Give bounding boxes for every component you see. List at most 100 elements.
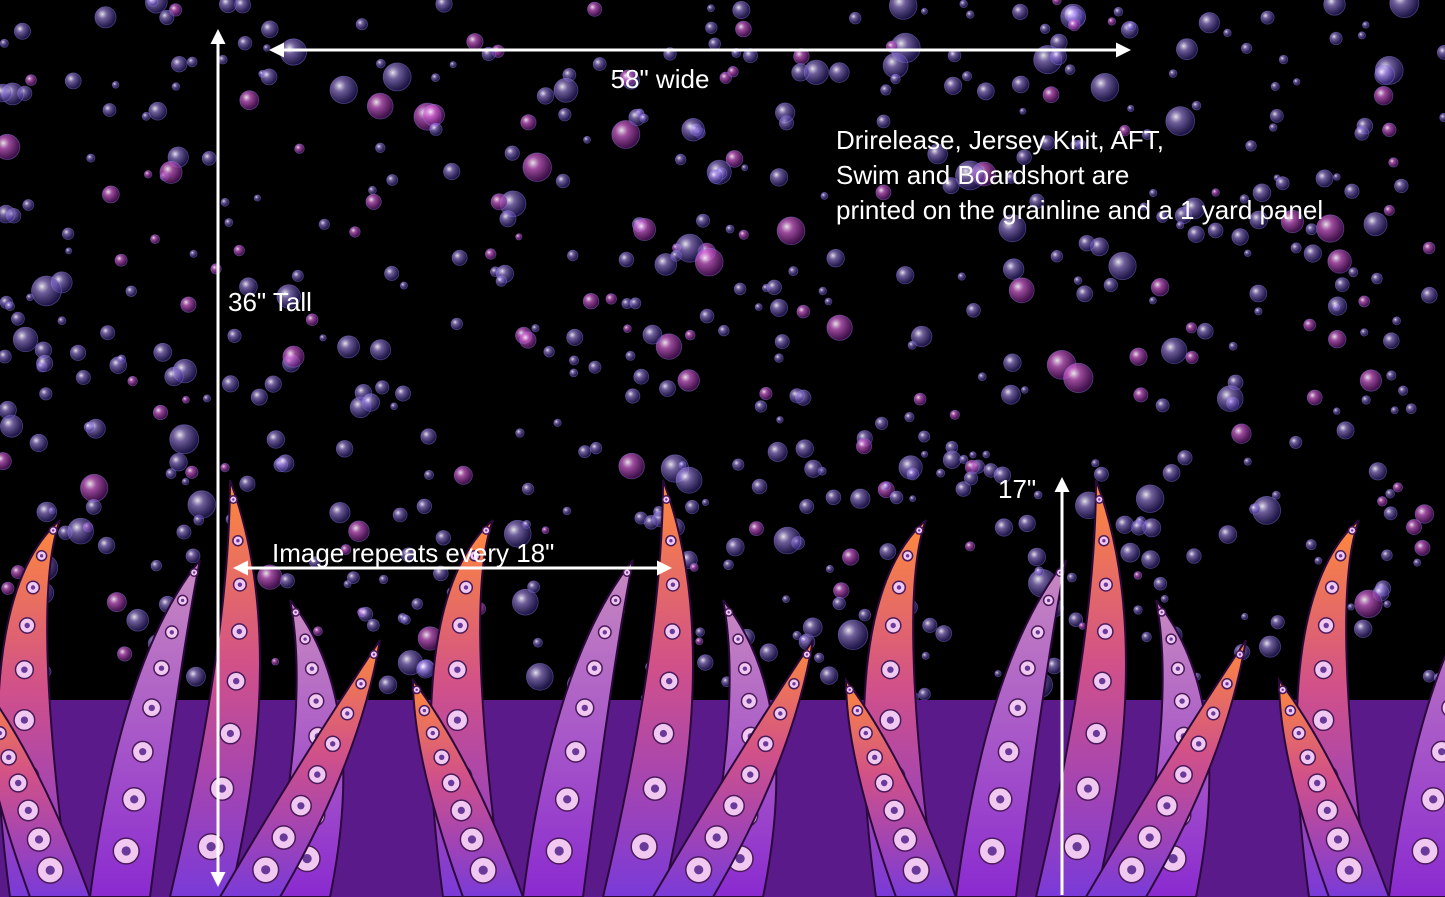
bubble: [1373, 85, 1394, 106]
bubble: [1374, 64, 1395, 86]
sucker-center: [1338, 554, 1343, 558]
sucker-center: [1351, 529, 1354, 532]
bubble: [429, 122, 443, 136]
bubble: [639, 113, 649, 123]
sucker-center: [1320, 666, 1327, 673]
bubble: [1290, 242, 1302, 254]
sucker-center: [1098, 498, 1101, 501]
bubble: [264, 375, 282, 393]
bubble: [378, 675, 398, 695]
bubble: [1422, 241, 1436, 255]
bubble: [1323, 0, 1346, 16]
bubble: [697, 654, 714, 671]
sucker-center: [485, 529, 488, 532]
bubble: [1141, 631, 1152, 643]
bubble: [1327, 296, 1348, 316]
bubble: [239, 90, 260, 111]
bubble: [485, 248, 497, 260]
sucker-center: [237, 582, 243, 587]
bubble: [977, 372, 987, 382]
bubble: [423, 469, 434, 480]
sucker-center: [1314, 779, 1321, 787]
bubble: [1011, 75, 1030, 94]
bubble: [1113, 6, 1124, 17]
bubble: [578, 445, 592, 459]
bubble: [826, 314, 853, 341]
bubble: [1185, 350, 1199, 364]
sucker-center: [45, 865, 55, 875]
tentacle: [521, 559, 634, 897]
bubble: [22, 199, 35, 211]
sucker-center: [650, 784, 660, 793]
bubble: [792, 630, 802, 640]
bubble: [202, 394, 211, 403]
bubble: [266, 430, 286, 449]
sucker-center: [233, 677, 240, 685]
bubble: [754, 400, 768, 413]
bubble: [1414, 504, 1435, 524]
bubble: [201, 151, 217, 166]
sucker-center: [226, 729, 234, 738]
bubble: [982, 450, 990, 459]
sucker: [1441, 700, 1445, 716]
bubble: [582, 293, 600, 310]
bubble: [1177, 450, 1193, 466]
bubble: [263, 44, 271, 52]
sucker-center: [192, 571, 196, 574]
bubble: [1389, 0, 1420, 18]
bubble: [375, 142, 386, 154]
tentacle: [844, 676, 958, 897]
sucker-center: [261, 865, 271, 875]
bubble: [525, 662, 554, 691]
sucker-center: [694, 865, 704, 875]
bubble: [1329, 31, 1343, 46]
bubble: [774, 334, 790, 350]
bubble: [1016, 149, 1032, 165]
bubble: [1334, 277, 1350, 293]
sucker-center: [467, 835, 477, 844]
sucker-center: [1035, 630, 1041, 635]
bubble: [1363, 212, 1388, 237]
bubble: [832, 596, 846, 611]
sucker-center: [1014, 704, 1021, 712]
sucker-center: [670, 582, 676, 587]
bubble: [1127, 104, 1135, 113]
bubble: [1139, 202, 1148, 211]
bubble: [148, 101, 168, 121]
bubble: [443, 162, 461, 181]
bubble: [725, 537, 745, 557]
bubble: [707, 4, 715, 13]
sucker-center: [987, 846, 997, 856]
sucker-center: [1083, 784, 1093, 793]
sucker-center: [232, 498, 235, 501]
sucker-center: [1344, 865, 1354, 875]
bubble: [625, 388, 641, 404]
bubble: [431, 73, 440, 82]
bubble: [623, 324, 632, 333]
bubble: [1371, 272, 1383, 285]
bubble: [1042, 86, 1060, 104]
bubble: [1156, 210, 1169, 223]
bubble: [1382, 122, 1397, 138]
bubble: [127, 375, 138, 387]
sucker-center: [669, 539, 673, 543]
bubble: [694, 247, 724, 277]
bubble: [1160, 337, 1188, 365]
bubble: [1241, 612, 1249, 621]
bubble: [824, 297, 833, 306]
bubble: [101, 185, 120, 204]
bubble: [910, 325, 933, 348]
bubble: [271, 657, 280, 666]
bubble: [35, 354, 54, 372]
bubble: [329, 501, 351, 524]
sucker-center: [1329, 585, 1335, 590]
bubble: [329, 75, 358, 105]
bubble: [1362, 21, 1370, 29]
sucker-center: [792, 682, 796, 686]
bubble: [1353, 619, 1373, 639]
bubble: [921, 450, 929, 458]
repeat-label: Image repeats every 18": [272, 538, 554, 568]
bubble: [874, 416, 889, 430]
sucker-center: [881, 779, 888, 787]
bubble: [998, 214, 1027, 243]
